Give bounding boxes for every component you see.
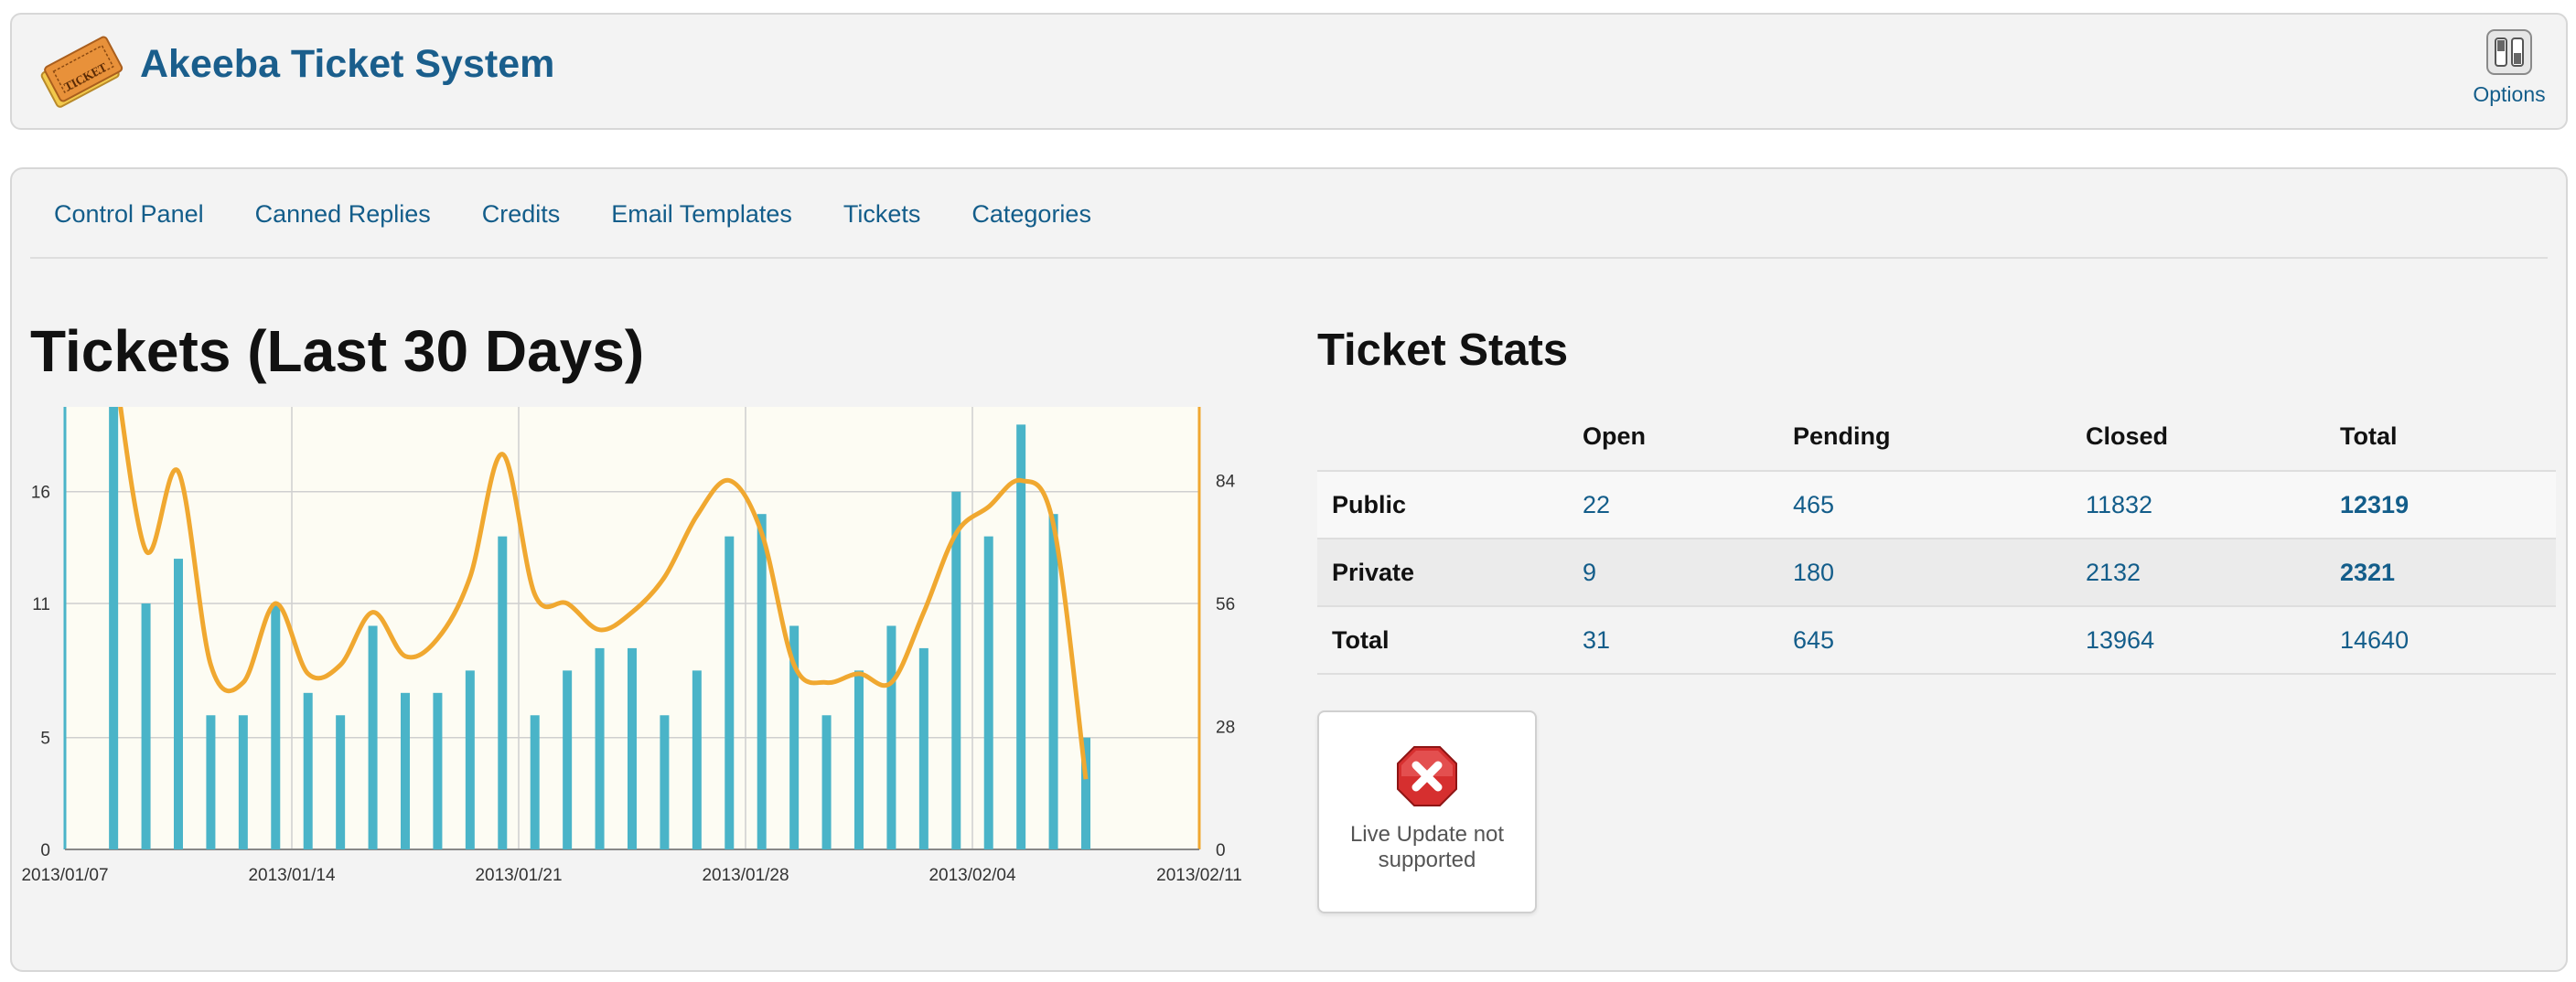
bar <box>238 715 248 849</box>
bar <box>206 715 216 849</box>
ticket-stats-table: Open Pending Closed Total Public 22 465 … <box>1317 403 2556 675</box>
pending-count-link[interactable]: 465 <box>1778 471 2071 539</box>
bar <box>886 625 896 849</box>
bar <box>757 514 767 849</box>
closed-count-link[interactable]: 2132 <box>2071 539 2325 607</box>
bar <box>109 407 119 849</box>
x-tick-label: 2013/01/21 <box>475 866 562 885</box>
y-left-tick-label: 11 <box>32 595 50 614</box>
live-update-button[interactable]: Live Update not supported <box>1317 710 1537 913</box>
bar <box>303 692 313 849</box>
bar <box>951 491 961 849</box>
closed-count-link[interactable]: 11832 <box>2071 471 2325 539</box>
bar <box>563 670 573 849</box>
tab-credits[interactable]: Credits <box>481 200 561 228</box>
bar <box>174 559 183 849</box>
bar <box>628 647 637 849</box>
bar <box>1016 424 1026 849</box>
table-row: Total 31 645 13964 14640 <box>1317 606 2556 675</box>
app-title: Akeeba Ticket System <box>140 42 555 86</box>
row-label: Private <box>1317 539 1568 607</box>
toggle-switch-icon <box>2486 29 2532 75</box>
bar <box>724 536 735 849</box>
main-panel: Control Panel Canned Replies Credits Ema… <box>10 167 2568 972</box>
row-label: Total <box>1317 606 1568 675</box>
x-tick-label: 2013/01/07 <box>21 866 108 885</box>
total-count-link[interactable]: 14640 <box>2325 606 2556 675</box>
tab-canned-replies[interactable]: Canned Replies <box>254 200 431 228</box>
bar <box>660 715 670 849</box>
error-x-icon <box>1397 746 1457 806</box>
row-label: Public <box>1317 471 1568 539</box>
column-header-open: Open <box>1568 403 1778 472</box>
options-button[interactable]: Options <box>2463 27 2555 119</box>
y-left-tick-label: 0 <box>40 841 50 860</box>
bar <box>433 692 443 849</box>
bar <box>530 715 540 849</box>
tab-categories[interactable]: Categories <box>971 200 1091 228</box>
bar <box>368 625 378 849</box>
bar <box>336 715 346 849</box>
x-tick-label: 2013/02/11 <box>1156 866 1242 885</box>
bar <box>141 603 151 849</box>
bar <box>595 647 605 849</box>
y-left-tick-label: 16 <box>31 484 50 503</box>
tab-tickets[interactable]: Tickets <box>843 200 921 228</box>
table-row: Private 9 180 2132 2321 <box>1317 539 2556 607</box>
y-right-tick-label: 0 <box>1216 841 1226 860</box>
tickets-chart: 0052811561684221122013/01/072013/01/1420… <box>21 407 1242 885</box>
nav-tabs: Control Panel Canned Replies Credits Ema… <box>30 200 2548 259</box>
y-left-tick-label: 5 <box>40 730 50 749</box>
bar <box>692 670 702 849</box>
x-tick-label: 2013/02/04 <box>928 866 1016 885</box>
bar <box>983 536 993 849</box>
bar <box>1081 737 1090 849</box>
live-update-label: Live Update not supported <box>1349 822 1505 872</box>
bar <box>498 536 508 849</box>
bar <box>1048 514 1058 849</box>
bar <box>789 625 800 849</box>
bar <box>465 670 475 849</box>
total-count-link[interactable]: 12319 <box>2325 471 2556 539</box>
x-tick-label: 2013/01/14 <box>248 866 336 885</box>
pending-count-link[interactable]: 180 <box>1778 539 2071 607</box>
options-label: Options <box>2473 82 2546 106</box>
column-header-total: Total <box>2325 403 2556 472</box>
open-count-link[interactable]: 9 <box>1568 539 1778 607</box>
bar <box>401 692 410 849</box>
bar <box>271 603 281 849</box>
column-header-empty <box>1317 403 1568 472</box>
x-tick-label: 2013/01/28 <box>702 866 789 885</box>
total-count-link[interactable]: 2321 <box>2325 539 2556 607</box>
closed-count-link[interactable]: 13964 <box>2071 606 2325 675</box>
ticket-logo-icon: TICKET <box>40 36 123 108</box>
column-header-pending: Pending <box>1778 403 2071 472</box>
pending-count-link[interactable]: 645 <box>1778 606 2071 675</box>
tab-email-templates[interactable]: Email Templates <box>611 200 792 228</box>
trend-line <box>118 407 1089 780</box>
tab-control-panel[interactable]: Control Panel <box>54 200 204 228</box>
header-panel: TICKET Akeeba Ticket System Options <box>10 13 2568 130</box>
y-right-tick-label: 28 <box>1216 719 1235 738</box>
table-row: Public 22 465 11832 12319 <box>1317 471 2556 539</box>
chart-title: Tickets (Last 30 Days) <box>30 318 645 384</box>
stats-title: Ticket Stats <box>1317 326 1569 375</box>
bar <box>918 647 928 849</box>
table-header-row: Open Pending Closed Total <box>1317 403 2556 472</box>
column-header-closed: Closed <box>2071 403 2325 472</box>
open-count-link[interactable]: 22 <box>1568 471 1778 539</box>
y-right-tick-label: 56 <box>1216 595 1235 614</box>
bar <box>854 670 864 849</box>
y-right-tick-label: 84 <box>1216 473 1236 492</box>
open-count-link[interactable]: 31 <box>1568 606 1778 675</box>
bar <box>821 715 832 849</box>
